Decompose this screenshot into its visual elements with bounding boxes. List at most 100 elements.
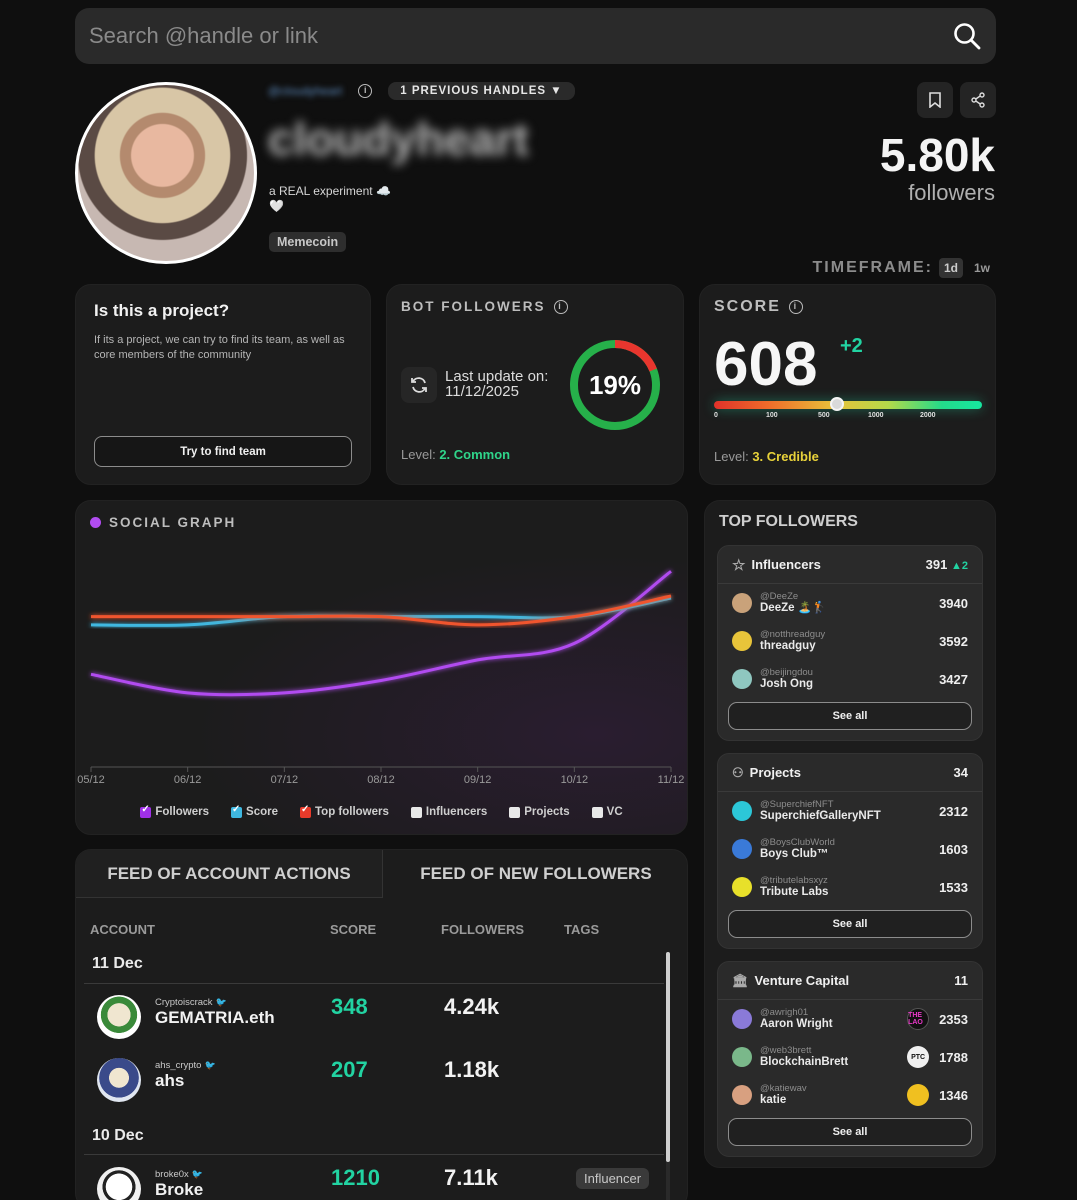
legend-influencers[interactable]: Influencers	[410, 806, 487, 818]
list-item[interactable]: @SuperchiefNFT SuperchiefGalleryNFT 2312	[718, 792, 982, 830]
legend-checkbox[interactable]	[591, 806, 603, 818]
bot-followers-card: BOT FOLLOWERS i Last update on: 11/12/20…	[386, 284, 684, 485]
score-level-label: Level:	[714, 449, 749, 464]
last-update-label: Last update on:	[445, 368, 549, 385]
timeframe-option-1d[interactable]: 1d	[938, 258, 963, 278]
follower-score: 1788	[939, 1049, 968, 1065]
x-axis-tick-label: 09/12	[464, 774, 492, 786]
avatar	[97, 1167, 141, 1200]
share-button[interactable]	[960, 82, 996, 118]
venture-capital-header: 🏛 Venture Capital 11	[718, 962, 982, 1000]
avatar	[732, 1047, 752, 1067]
list-item[interactable]: @tributelabsxyz Tribute Labs 1533	[718, 868, 982, 906]
column-header-tags[interactable]: TAGS	[564, 922, 600, 937]
previous-handles-dropdown[interactable]: 1 PREVIOUS HANDLES ▼	[388, 82, 575, 100]
account-handle-text: broke0x	[155, 1169, 189, 1180]
timeframe-option-1w[interactable]: 1w	[973, 261, 990, 275]
account-name: GEMATRIA.eth	[155, 1008, 275, 1027]
search-input[interactable]	[89, 23, 952, 49]
profile-handle[interactable]: @cloudyheart	[268, 84, 343, 98]
refresh-button[interactable]	[401, 367, 437, 403]
legend-checkbox[interactable]	[410, 806, 422, 818]
venture-capital-count: 11	[954, 973, 968, 988]
timeframe-selector: TIMEFRAME: 1d 1w	[813, 258, 995, 278]
follower-score: 3592	[939, 633, 968, 649]
legend-score[interactable]: Score	[231, 804, 278, 818]
scrollbar-track[interactable]	[666, 952, 670, 1200]
find-team-button[interactable]: Try to find team	[94, 436, 352, 467]
divider	[84, 1154, 664, 1155]
vc-firm-logo: THE LAO	[907, 1008, 930, 1030]
column-header-score[interactable]: SCORE	[330, 922, 377, 937]
project-card: Is this a project? If its a project, we …	[75, 284, 371, 485]
scrollbar-thumb[interactable]	[666, 952, 670, 1162]
list-item[interactable]: @DeeZe DeeZe 🏝️🏌️ 3940	[718, 584, 982, 622]
info-icon[interactable]: i	[358, 84, 373, 98]
list-item[interactable]: @beijingdou Josh Ong 3427	[718, 660, 982, 698]
bot-percentage-text: 19%	[589, 370, 641, 400]
follower-name: Boys Club™	[760, 848, 829, 860]
see-all-influencers-button[interactable]: See all	[728, 702, 972, 730]
followers-count: 5.80k	[879, 129, 995, 181]
follower-name: Josh Ong	[760, 678, 814, 690]
account-followers: 7.11k	[444, 1165, 498, 1190]
influencers-count: 391	[925, 557, 948, 572]
star-icon: ☆	[732, 556, 746, 574]
legend-vc[interactable]: VC	[591, 806, 623, 818]
legend-projects[interactable]: Projects	[509, 806, 570, 818]
account-name: ahs	[155, 1071, 185, 1090]
venture-capital-title: Venture Capital	[754, 973, 850, 988]
list-item[interactable]: @notthreadguy threadguy 3592	[718, 622, 982, 660]
search-icon[interactable]	[952, 21, 982, 51]
list-item[interactable]: @BoysClubWorld Boys Club™ 1603	[718, 830, 982, 868]
tab-account-actions[interactable]: FEED OF ACCOUNT ACTIONS	[76, 850, 383, 898]
avatar	[732, 1009, 752, 1029]
tab-new-followers[interactable]: FEED OF NEW FOLLOWERS	[420, 864, 652, 883]
feed-date-heading: 11 Dec	[92, 955, 143, 972]
venture-capital-section: 🏛 Venture Capital 11 @awrigh01 Aaron Wrigh…	[717, 961, 983, 1157]
legend-followers[interactable]: Followers	[140, 804, 209, 818]
follower-handle: @notthreadguy	[760, 629, 826, 640]
influencers-header: ☆ Influencers 391 ▲2	[718, 546, 982, 584]
account-score: 348	[331, 994, 368, 1019]
info-icon[interactable]: i	[788, 300, 803, 314]
list-item[interactable]: @web3brett BlockchainBrett PTC 1788	[718, 1038, 982, 1076]
follower-name: BlockchainBrett	[760, 1056, 849, 1068]
last-update-date: 11/12/2025	[445, 383, 519, 400]
bookmark-button[interactable]	[917, 82, 953, 118]
bot-percentage-gauge: 19%	[570, 340, 660, 430]
list-item[interactable]: @awrigh01 Aaron Wright THE LAO 2353	[718, 1000, 982, 1038]
legend-checkbox[interactable]	[300, 804, 311, 818]
account-handle: ahs_crypto 🐦	[155, 1060, 216, 1071]
follower-score: 3427	[939, 671, 968, 687]
x-axis-tick-label: 10/12	[561, 774, 589, 786]
column-header-followers[interactable]: FOLLOWERS	[441, 922, 525, 937]
follower-score: 1533	[939, 879, 968, 895]
legend-top-followers[interactable]: Top followers	[300, 804, 389, 818]
avatar	[732, 631, 752, 651]
account-followers: 1.18k	[444, 1057, 500, 1082]
series-line-followers[interactable]	[90, 570, 672, 697]
account-handle: broke0x 🐦	[155, 1169, 203, 1180]
see-all-projects-button[interactable]: See all	[728, 910, 972, 938]
search-bar	[75, 8, 996, 64]
legend-checkbox[interactable]	[231, 804, 243, 818]
last-update: Last update on: 11/12/2025	[445, 369, 548, 399]
info-icon[interactable]: i	[553, 299, 568, 314]
column-header-account[interactable]: ACCOUNT	[90, 922, 155, 937]
projects-icon: ⚇	[732, 764, 744, 780]
legend-checkbox[interactable]	[140, 804, 152, 818]
list-item[interactable]: @katiewav katie 1346	[718, 1076, 982, 1114]
legend-checkbox[interactable]	[509, 806, 521, 818]
score-value: 608	[714, 330, 818, 399]
series-line-top-followers[interactable]	[91, 594, 672, 627]
projects-title: Projects	[749, 765, 801, 780]
share-icon	[971, 92, 985, 108]
account-handle: Cryptoiscrack 🐦	[155, 997, 227, 1008]
see-all-vc-button[interactable]: See all	[728, 1118, 972, 1146]
chart-legend: Followers Score Top followers Influencer…	[76, 804, 687, 818]
bot-followers-title: BOT FOLLOWERS i	[401, 299, 568, 314]
series-line-score[interactable]	[90, 596, 672, 627]
x-axis-tick-label: 11/12	[658, 774, 685, 786]
x-axis-tick-label: 08/12	[367, 774, 395, 786]
